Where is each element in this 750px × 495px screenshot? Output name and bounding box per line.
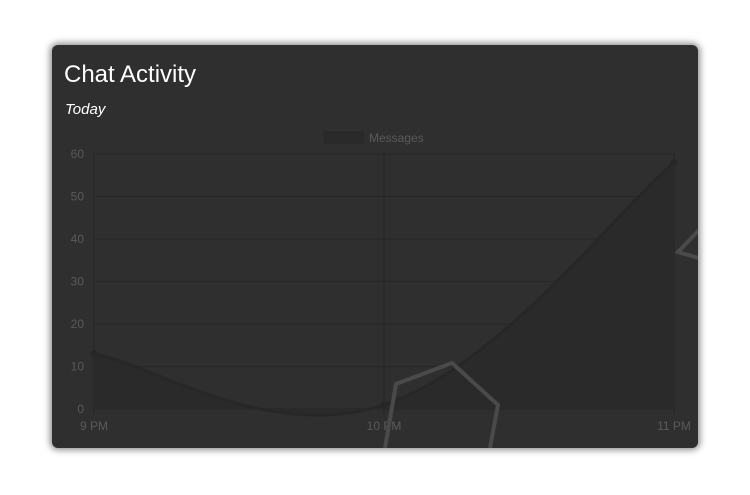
chart-subtitle: Today (65, 101, 106, 118)
x-tick-label: 10 PM (367, 419, 402, 433)
legend[interactable]: Messages (323, 131, 424, 145)
x-tick-label: 11 PM (657, 419, 691, 433)
y-tick-label: 20 (71, 317, 85, 331)
data-point[interactable] (380, 401, 388, 409)
series-messages (90, 159, 678, 417)
x-axis-labels: 9 PM 10 PM 11 PM (80, 419, 691, 433)
data-point[interactable] (90, 350, 98, 358)
y-axis-labels: 0 10 20 30 40 50 60 (71, 147, 85, 416)
series-area (94, 162, 674, 416)
y-tick-label: 60 (71, 147, 85, 161)
x-tick-label: 9 PM (80, 419, 108, 433)
chart-title: Chat Activity (64, 61, 197, 88)
y-tick-label: 0 (77, 402, 84, 416)
legend-swatch (323, 131, 364, 144)
data-point[interactable] (670, 159, 678, 166)
y-tick-label: 40 (71, 232, 85, 246)
line-chart: Messages 0 10 20 30 40 50 60 9 PM 10 PM 11 PM (71, 131, 698, 448)
y-tick-label: 10 (71, 360, 85, 374)
y-tick-label: 30 (71, 275, 85, 289)
y-tick-label: 50 (71, 190, 85, 204)
chart-card: Chat Activity Today Messages 0 10 20 30 40 50… (52, 45, 698, 448)
decorative-outline (383, 228, 698, 448)
legend-label: Messages (369, 131, 424, 145)
